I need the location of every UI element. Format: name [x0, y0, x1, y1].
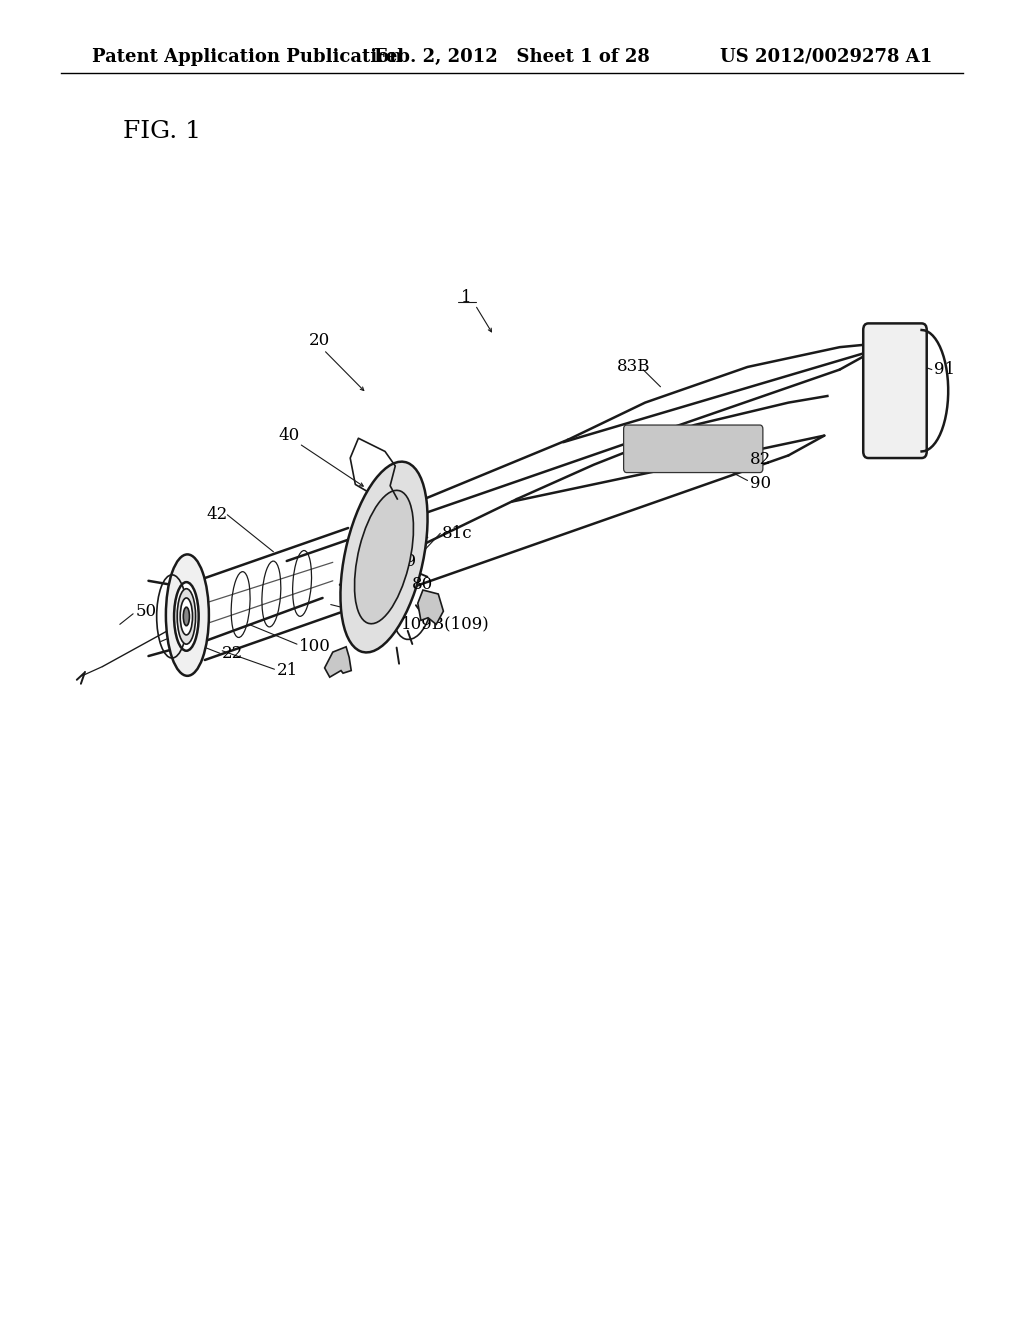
Ellipse shape — [340, 462, 428, 652]
Text: 100: 100 — [299, 639, 331, 655]
Text: 90: 90 — [750, 475, 771, 491]
Text: 91: 91 — [934, 362, 955, 378]
Text: 109B(109): 109B(109) — [401, 616, 490, 632]
Ellipse shape — [177, 589, 196, 644]
Text: 43: 43 — [381, 577, 402, 593]
Polygon shape — [418, 590, 443, 624]
Text: 81c: 81c — [442, 525, 473, 541]
Ellipse shape — [180, 598, 193, 635]
FancyBboxPatch shape — [624, 425, 763, 473]
Text: 21: 21 — [276, 663, 298, 678]
Text: Feb. 2, 2012   Sheet 1 of 28: Feb. 2, 2012 Sheet 1 of 28 — [374, 48, 650, 66]
Ellipse shape — [183, 607, 189, 626]
Text: US 2012/0029278 A1: US 2012/0029278 A1 — [720, 48, 932, 66]
Text: 50: 50 — [135, 603, 157, 619]
Text: 83B: 83B — [616, 359, 650, 375]
Text: 80: 80 — [412, 577, 433, 593]
Ellipse shape — [166, 554, 209, 676]
Text: 20: 20 — [309, 333, 331, 348]
Ellipse shape — [174, 582, 199, 651]
Text: 22: 22 — [222, 645, 244, 661]
Text: 40: 40 — [279, 428, 300, 444]
Text: 89: 89 — [396, 553, 418, 569]
Text: Patent Application Publication: Patent Application Publication — [92, 48, 402, 66]
Text: 42: 42 — [207, 507, 228, 523]
Text: 1: 1 — [461, 289, 471, 305]
Polygon shape — [325, 647, 351, 677]
Ellipse shape — [354, 490, 414, 624]
Text: 82: 82 — [750, 451, 771, 467]
Text: FIG. 1: FIG. 1 — [123, 120, 201, 144]
FancyBboxPatch shape — [863, 323, 927, 458]
Text: 30: 30 — [181, 623, 203, 639]
